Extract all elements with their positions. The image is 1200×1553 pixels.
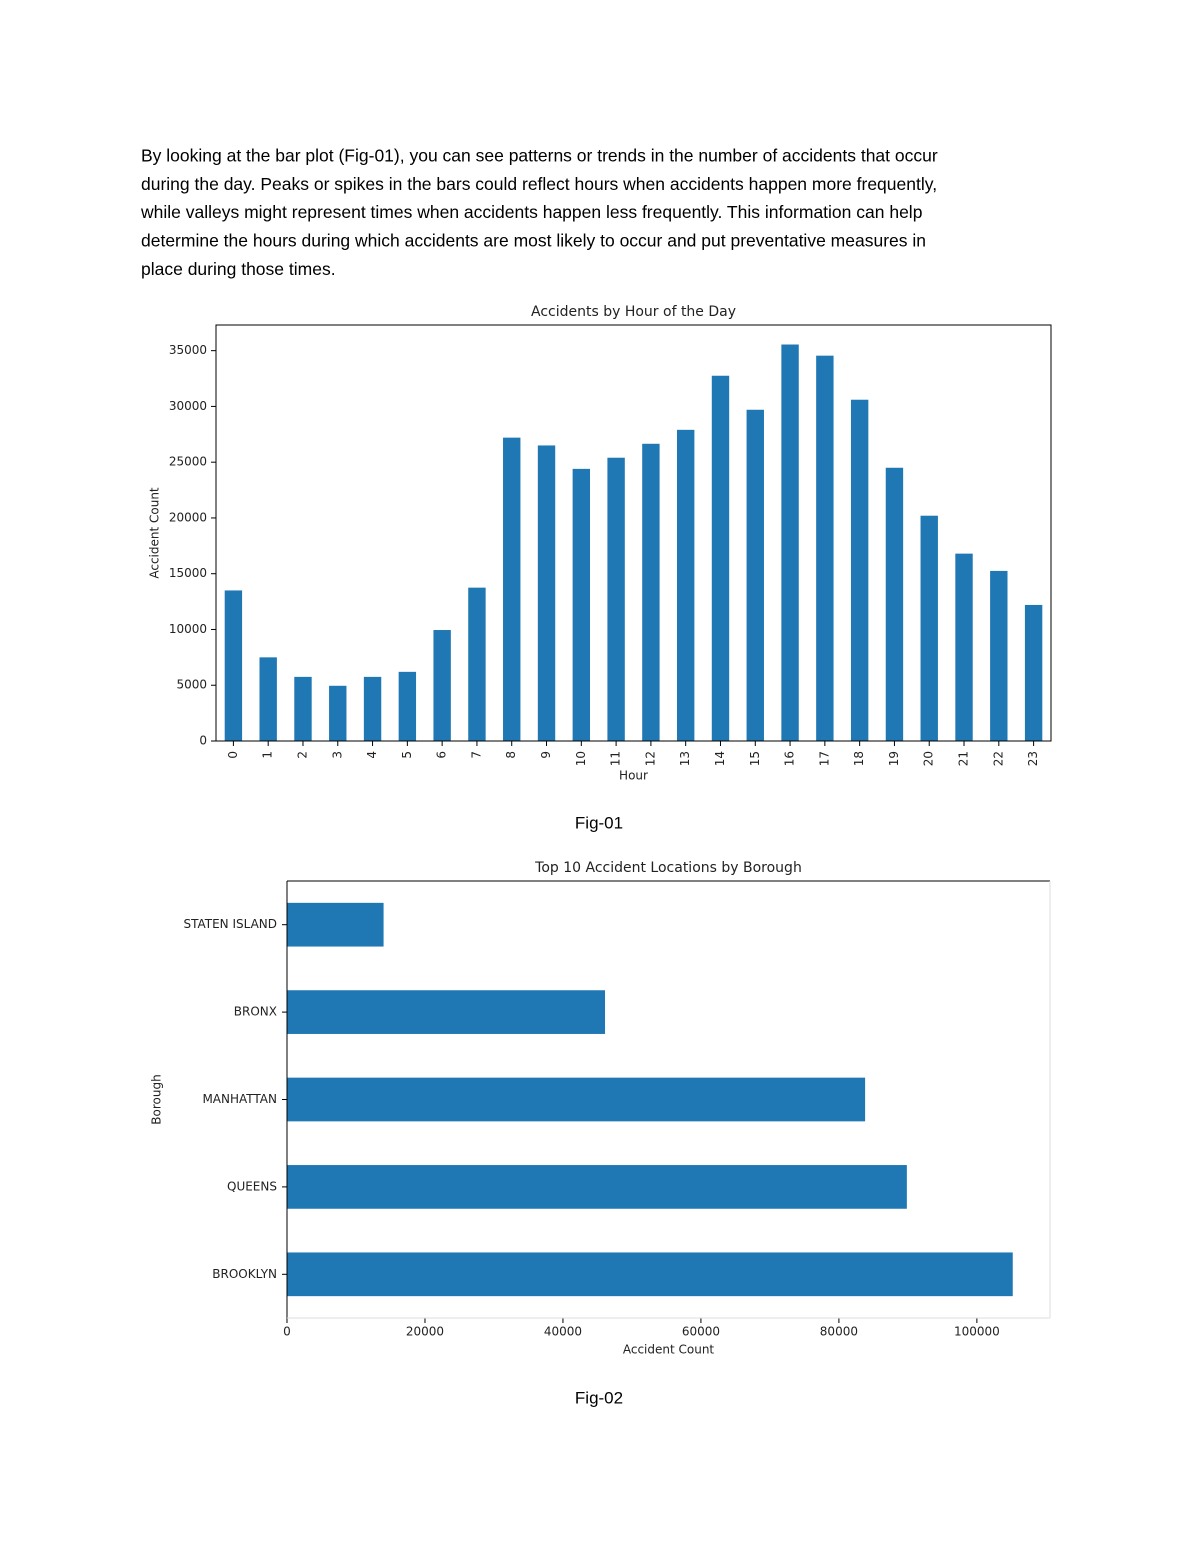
bar	[746, 409, 764, 741]
bar	[287, 902, 384, 947]
x-tick-label: 2	[295, 751, 309, 759]
caption: Fig-01	[575, 813, 623, 832]
x-tick-label: 6	[435, 751, 449, 759]
x-tick-label: 11	[609, 751, 623, 766]
bar	[781, 344, 799, 741]
x-tick-label: 3	[330, 751, 344, 759]
bar	[224, 590, 243, 741]
x-tick-label: 4	[365, 751, 379, 759]
bar	[816, 355, 834, 741]
bar	[398, 671, 417, 741]
paragraph-line: determine the hours during which acciden…	[141, 231, 926, 251]
bar	[955, 553, 973, 741]
y-axis-label: Accident Count	[148, 487, 162, 579]
bar	[642, 443, 660, 741]
bar	[1024, 604, 1043, 741]
plot-frame	[215, 324, 1052, 742]
y-tick-label: BROOKLYN	[212, 1267, 277, 1281]
bar	[885, 467, 904, 741]
paragraph-line: By looking at the bar plot (Fig-01), you…	[141, 146, 938, 166]
bar	[329, 685, 347, 741]
x-tick-label: 16	[783, 751, 797, 766]
paragraph-line: during the day. Peaks or spikes in the b…	[141, 174, 937, 194]
x-tick-label: 40000	[544, 1325, 582, 1339]
bar	[676, 429, 695, 741]
x-tick-label: 17	[817, 751, 831, 766]
x-tick-label: 60000	[682, 1325, 720, 1339]
x-tick-label: 18	[852, 751, 866, 766]
x-tick-label: 19	[887, 751, 901, 766]
y-tick-label: 30000	[169, 399, 207, 413]
x-tick-label: 10	[574, 751, 588, 766]
bar	[920, 515, 938, 741]
bar	[711, 375, 730, 741]
x-tick-label: 21	[957, 751, 971, 766]
bar	[287, 990, 606, 1034]
caption: Fig-02	[575, 1388, 623, 1407]
paragraph-line: while valleys might represent times when…	[140, 202, 922, 222]
bar	[259, 657, 277, 741]
bar	[287, 1252, 1013, 1297]
y-tick-label: 20000	[169, 510, 207, 524]
x-tick-label: 20	[922, 751, 936, 766]
y-tick-label: 0	[199, 734, 207, 748]
x-tick-label: 9	[539, 751, 553, 759]
x-tick-label: 8	[504, 751, 518, 759]
chart-title: Top 10 Accident Locations by Borough	[534, 860, 802, 876]
bar	[990, 570, 1008, 741]
y-tick-label: 10000	[169, 622, 207, 636]
x-axis-label: Hour	[619, 769, 648, 783]
x-tick-label: 0	[283, 1325, 291, 1339]
bar	[572, 468, 591, 741]
x-tick-label: 13	[678, 751, 692, 766]
bar	[850, 399, 869, 741]
y-tick-label: 5000	[176, 678, 207, 692]
y-tick-label: 15000	[169, 566, 207, 580]
y-tick-label: 35000	[169, 343, 207, 357]
bar	[607, 457, 625, 741]
bar	[287, 1165, 907, 1209]
x-tick-label: 22	[991, 751, 1005, 766]
y-tick-label: BRONX	[234, 1005, 277, 1019]
y-axis-label: Borough	[150, 1074, 164, 1124]
y-tick-label: STATEN ISLAND	[183, 917, 277, 931]
bar	[287, 1077, 866, 1122]
x-tick-label: 80000	[820, 1325, 858, 1339]
x-tick-label: 14	[713, 751, 727, 766]
x-tick-label: 1	[261, 751, 275, 759]
y-tick-label: QUEENS	[227, 1179, 277, 1193]
bar	[468, 587, 486, 741]
bar	[433, 630, 451, 741]
bar	[537, 445, 556, 741]
x-tick-label: 5	[400, 751, 414, 759]
x-tick-label: 15	[748, 751, 762, 766]
chart-title: Accidents by Hour of the Day	[531, 304, 736, 320]
x-tick-label: 23	[1026, 751, 1040, 766]
paragraph-line: place during those times.	[141, 259, 336, 279]
bar	[503, 437, 521, 741]
bar	[363, 676, 382, 741]
y-tick-label: MANHATTAN	[202, 1092, 277, 1106]
x-tick-label: 100000	[954, 1325, 1000, 1339]
x-tick-label: 12	[643, 751, 657, 766]
bar	[294, 676, 312, 741]
x-tick-label: 7	[469, 751, 483, 759]
y-tick-label: 25000	[169, 455, 207, 469]
x-axis-label: Accident Count	[623, 1343, 715, 1357]
x-tick-label: 0	[226, 751, 240, 759]
x-tick-label: 20000	[406, 1325, 444, 1339]
